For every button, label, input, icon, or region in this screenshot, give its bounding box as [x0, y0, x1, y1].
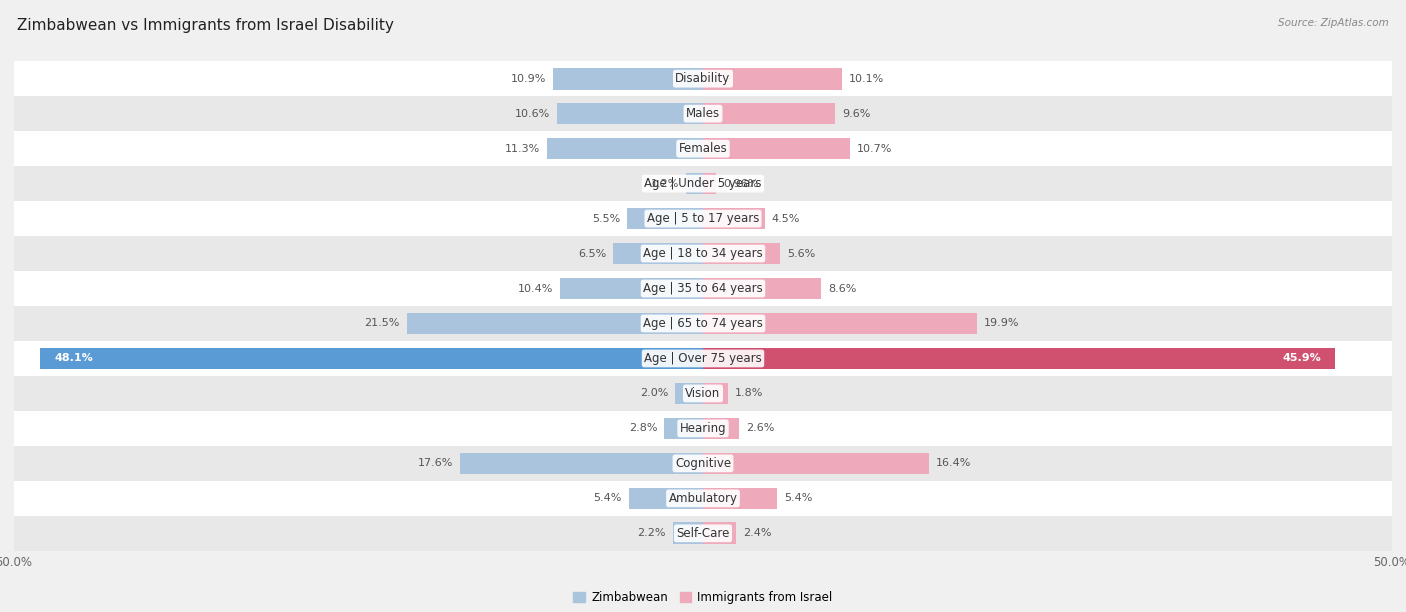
Text: Source: ZipAtlas.com: Source: ZipAtlas.com [1278, 18, 1389, 28]
Text: 11.3%: 11.3% [505, 144, 540, 154]
Text: 6.5%: 6.5% [578, 248, 606, 258]
Text: Zimbabwean vs Immigrants from Israel Disability: Zimbabwean vs Immigrants from Israel Dis… [17, 18, 394, 34]
Text: Self-Care: Self-Care [676, 527, 730, 540]
Text: Hearing: Hearing [679, 422, 727, 435]
Text: Males: Males [686, 107, 720, 120]
Text: 10.6%: 10.6% [515, 109, 550, 119]
Bar [14, 201, 1392, 236]
Bar [627, 207, 703, 230]
Text: 9.6%: 9.6% [842, 109, 870, 119]
Bar [703, 173, 716, 195]
Text: 2.2%: 2.2% [637, 528, 666, 539]
Bar [613, 243, 703, 264]
Bar [703, 382, 728, 405]
Bar [665, 417, 703, 439]
Text: 21.5%: 21.5% [364, 318, 399, 329]
Text: Age | 65 to 74 years: Age | 65 to 74 years [643, 317, 763, 330]
Bar [703, 103, 835, 124]
Bar [703, 278, 821, 299]
Text: 19.9%: 19.9% [984, 318, 1019, 329]
Text: 2.8%: 2.8% [628, 424, 658, 433]
Bar [14, 236, 1392, 271]
Bar [14, 306, 1392, 341]
Bar [14, 271, 1392, 306]
Bar [14, 96, 1392, 131]
Text: 1.8%: 1.8% [735, 389, 763, 398]
Text: 8.6%: 8.6% [828, 283, 856, 294]
Bar [14, 376, 1392, 411]
Bar [14, 131, 1392, 166]
Bar [553, 68, 703, 89]
Text: 5.4%: 5.4% [593, 493, 621, 503]
Text: Age | 18 to 34 years: Age | 18 to 34 years [643, 247, 763, 260]
Bar [686, 173, 703, 195]
Bar [560, 278, 703, 299]
Text: 5.4%: 5.4% [785, 493, 813, 503]
Text: 2.0%: 2.0% [640, 389, 669, 398]
Text: Cognitive: Cognitive [675, 457, 731, 470]
Bar [703, 243, 780, 264]
Text: 2.6%: 2.6% [745, 424, 775, 433]
Bar [628, 488, 703, 509]
Bar [14, 166, 1392, 201]
Bar [675, 382, 703, 405]
Text: 48.1%: 48.1% [53, 354, 93, 364]
Bar [14, 341, 1392, 376]
Bar [672, 523, 703, 544]
Text: 16.4%: 16.4% [936, 458, 972, 468]
Bar [406, 313, 703, 334]
Bar [703, 452, 929, 474]
Text: Age | Over 75 years: Age | Over 75 years [644, 352, 762, 365]
Bar [703, 488, 778, 509]
Bar [703, 348, 1336, 369]
Text: 0.96%: 0.96% [723, 179, 758, 188]
Text: 2.4%: 2.4% [742, 528, 772, 539]
Bar [461, 452, 703, 474]
Text: Age | 5 to 17 years: Age | 5 to 17 years [647, 212, 759, 225]
Text: Females: Females [679, 142, 727, 155]
Text: 10.4%: 10.4% [517, 283, 553, 294]
Bar [703, 138, 851, 160]
Text: 17.6%: 17.6% [418, 458, 454, 468]
Text: Ambulatory: Ambulatory [668, 492, 738, 505]
Text: 45.9%: 45.9% [1282, 354, 1322, 364]
Bar [703, 313, 977, 334]
Text: 10.7%: 10.7% [858, 144, 893, 154]
Bar [14, 411, 1392, 446]
Text: Age | 35 to 64 years: Age | 35 to 64 years [643, 282, 763, 295]
Text: Disability: Disability [675, 72, 731, 85]
Text: 10.1%: 10.1% [849, 73, 884, 84]
Text: 4.5%: 4.5% [772, 214, 800, 223]
Bar [703, 417, 738, 439]
Bar [703, 68, 842, 89]
Bar [14, 516, 1392, 551]
Bar [14, 446, 1392, 481]
Text: 10.9%: 10.9% [510, 73, 546, 84]
Text: 1.2%: 1.2% [651, 179, 679, 188]
Bar [547, 138, 703, 160]
Legend: Zimbabwean, Immigrants from Israel: Zimbabwean, Immigrants from Israel [568, 586, 838, 608]
Bar [14, 481, 1392, 516]
Bar [41, 348, 703, 369]
Bar [703, 523, 737, 544]
Bar [703, 207, 765, 230]
Text: Vision: Vision [685, 387, 721, 400]
Bar [557, 103, 703, 124]
Text: 5.5%: 5.5% [592, 214, 620, 223]
Bar [14, 61, 1392, 96]
Text: 5.6%: 5.6% [787, 248, 815, 258]
Text: Age | Under 5 years: Age | Under 5 years [644, 177, 762, 190]
